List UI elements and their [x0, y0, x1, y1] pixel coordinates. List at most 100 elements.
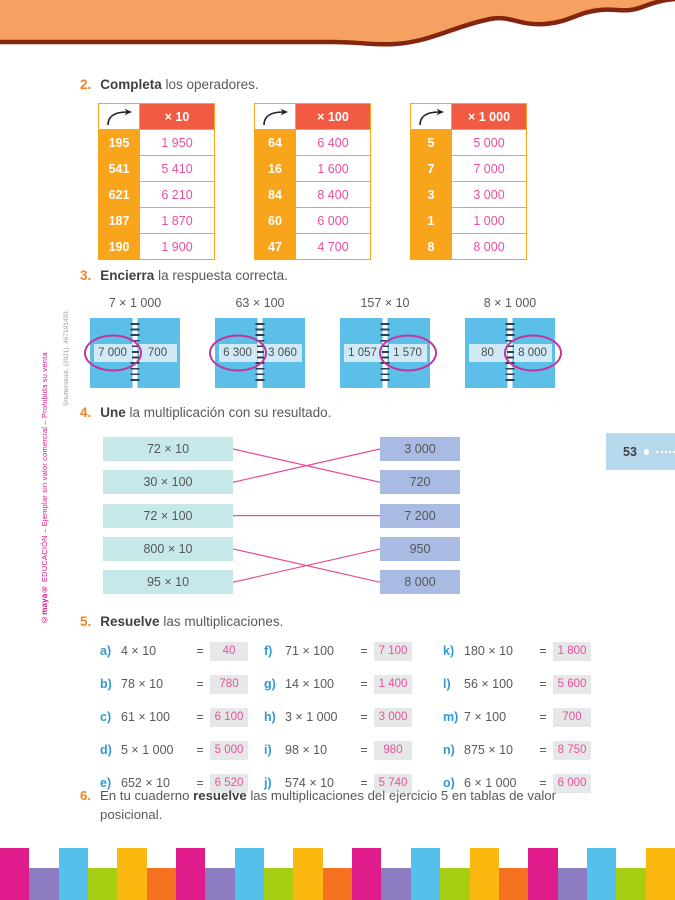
- match-right-box[interactable]: 8 000: [380, 570, 460, 594]
- table-answer-cell[interactable]: 5 000: [452, 130, 526, 155]
- item-expression: 7 × 100: [464, 710, 507, 724]
- answer-chip[interactable]: 80: [468, 344, 507, 362]
- answer-box[interactable]: 1 400: [374, 674, 412, 694]
- multiplication-table-x100: × 100 64 6 400 16 1 600 84 8 400 60 6 00…: [254, 103, 371, 260]
- bar: [440, 868, 470, 900]
- table-answer-cell[interactable]: 1 000: [452, 208, 526, 233]
- circle-answer-cards: 7 × 1 000 7 000 700 63 × 100 6 300: [83, 296, 562, 388]
- answer-box[interactable]: 5 740: [374, 773, 412, 793]
- table-answer-cell[interactable]: 8 400: [296, 182, 370, 207]
- photo-credit: Shutterstock, (2021). 467191493.: [63, 309, 70, 406]
- left-option[interactable]: 7 000: [83, 318, 142, 388]
- match-lines: [233, 448, 380, 583]
- table-cell: 7: [411, 156, 451, 181]
- answer-box[interactable]: 6 000: [553, 773, 591, 793]
- answer-chip[interactable]: 3 060: [263, 344, 302, 362]
- match-left-box[interactable]: 72 × 10: [103, 437, 233, 461]
- left-option[interactable]: 80: [465, 318, 510, 388]
- answer-box[interactable]: 780: [210, 674, 248, 694]
- match-right-box[interactable]: 720: [380, 470, 460, 494]
- copyright-notice: EDUCACIÓN – Ejemplar sin valor comercial…: [40, 352, 49, 585]
- table-answer-cell[interactable]: 8 000: [452, 234, 526, 259]
- equals-sign: =: [360, 743, 368, 757]
- item-expression: 180 × 10: [464, 644, 514, 658]
- table-answer-cell[interactable]: 6 210: [140, 182, 214, 207]
- table-answer-cell[interactable]: 1 950: [140, 130, 214, 155]
- ex5-column-2: f) 71 × 100 = 7 100 g) 14 × 100 = 1 400 h) 3 × …: [264, 641, 412, 806]
- match-left-box[interactable]: 72 × 100: [103, 503, 233, 528]
- match-right-box[interactable]: 3 000: [380, 437, 460, 461]
- match-left-box[interactable]: 30 × 100: [103, 470, 233, 494]
- right-option[interactable]: 8 000: [503, 318, 562, 388]
- table-answer-cell[interactable]: 6 000: [296, 208, 370, 233]
- answer-box[interactable]: 5 600: [553, 674, 591, 694]
- equals-sign: =: [539, 743, 547, 757]
- table-answer-cell[interactable]: 1 900: [140, 234, 214, 259]
- answer-box[interactable]: 7 100: [374, 641, 412, 661]
- match-right-box[interactable]: 950: [380, 537, 460, 561]
- table-operator-header: × 10: [140, 104, 214, 129]
- footer-bars-decoration: [0, 848, 675, 900]
- exercise-4-header: 4. Une la multiplicación con su resultad…: [80, 405, 331, 420]
- table-cell: 1: [411, 208, 451, 233]
- page-dotted-line: [656, 450, 675, 453]
- answer-box[interactable]: 6 100: [210, 707, 248, 727]
- answer-box[interactable]: 6 520: [210, 773, 248, 793]
- table-answer-cell[interactable]: 1 870: [140, 208, 214, 233]
- item-letter: n): [443, 743, 455, 757]
- table-answer-cell[interactable]: 4 700: [296, 234, 370, 259]
- answer-box[interactable]: 5 000: [210, 740, 248, 760]
- table-answer-cell[interactable]: 5 410: [140, 156, 214, 181]
- answer-box[interactable]: 8 750: [553, 740, 591, 760]
- table-answer-cell[interactable]: 3 000: [452, 182, 526, 207]
- table-cell: 60: [255, 208, 295, 233]
- table-answer-cell[interactable]: 1 600: [296, 156, 370, 181]
- match-left-box[interactable]: 800 × 10: [103, 537, 233, 561]
- item-expression: 574 × 10: [285, 776, 335, 790]
- right-option[interactable]: 3 060: [260, 318, 305, 388]
- right-option[interactable]: 700: [135, 318, 180, 388]
- table-answer-cell[interactable]: 6 400: [296, 130, 370, 155]
- wave-stroke: [0, 0, 675, 47]
- right-option[interactable]: 1 570: [378, 318, 437, 388]
- equals-sign: =: [196, 677, 204, 691]
- bar: [58, 848, 89, 900]
- answer-chip[interactable]: 1 057: [343, 344, 382, 362]
- table-cell: 16: [255, 156, 295, 181]
- left-option[interactable]: 1 057: [340, 318, 385, 388]
- match-right-box[interactable]: 7 200: [380, 503, 460, 528]
- match-line: [233, 448, 380, 483]
- equals-sign: =: [539, 710, 547, 724]
- notebook-card-block: 63 × 100 6 300 3 060: [208, 296, 305, 388]
- multiplication-item: h) 3 × 1 000 = 3 000: [264, 707, 412, 727]
- table-answer-cell[interactable]: 7 000: [452, 156, 526, 181]
- exercise-5-header: 5. Resuelve las multiplicaciones.: [80, 614, 283, 629]
- notebook-card-block: 8 × 1 000 80 8 000: [465, 296, 562, 388]
- bar: [616, 868, 646, 900]
- answer-chip[interactable]: 700: [138, 344, 177, 362]
- answer-box[interactable]: 40: [210, 641, 248, 661]
- answer-box[interactable]: 700: [553, 707, 591, 727]
- notebook-card-block: 157 × 10 1 057 1 570: [340, 296, 437, 388]
- multiplication-item: a) 4 × 10 = 40: [100, 641, 248, 661]
- answer-box[interactable]: 1 800: [553, 641, 591, 661]
- table-cell: 190: [99, 234, 139, 259]
- multiplication-item: k) 180 × 10 = 1 800: [443, 641, 591, 661]
- equals-sign: =: [196, 743, 204, 757]
- exercise-5-number: 5.: [80, 614, 92, 629]
- bar: [586, 848, 617, 900]
- table-cell: 195: [99, 130, 139, 155]
- left-option[interactable]: 6 300: [208, 318, 267, 388]
- bar: [88, 868, 118, 900]
- publisher-brand: ©maya®: [40, 584, 49, 624]
- item-letter: h): [264, 710, 276, 724]
- answer-box[interactable]: 980: [374, 740, 412, 760]
- multiplication-item: d) 5 × 1 000 = 5 000: [100, 740, 248, 760]
- bar: [498, 868, 529, 900]
- item-letter: k): [443, 644, 455, 658]
- exercise-2-title: Completa los operadores.: [100, 77, 259, 92]
- answer-box[interactable]: 3 000: [374, 707, 412, 727]
- table-cell: 541: [99, 156, 139, 181]
- match-left-box[interactable]: 95 × 10: [103, 570, 233, 594]
- multiplication-item: l) 56 × 100 = 5 600: [443, 674, 591, 694]
